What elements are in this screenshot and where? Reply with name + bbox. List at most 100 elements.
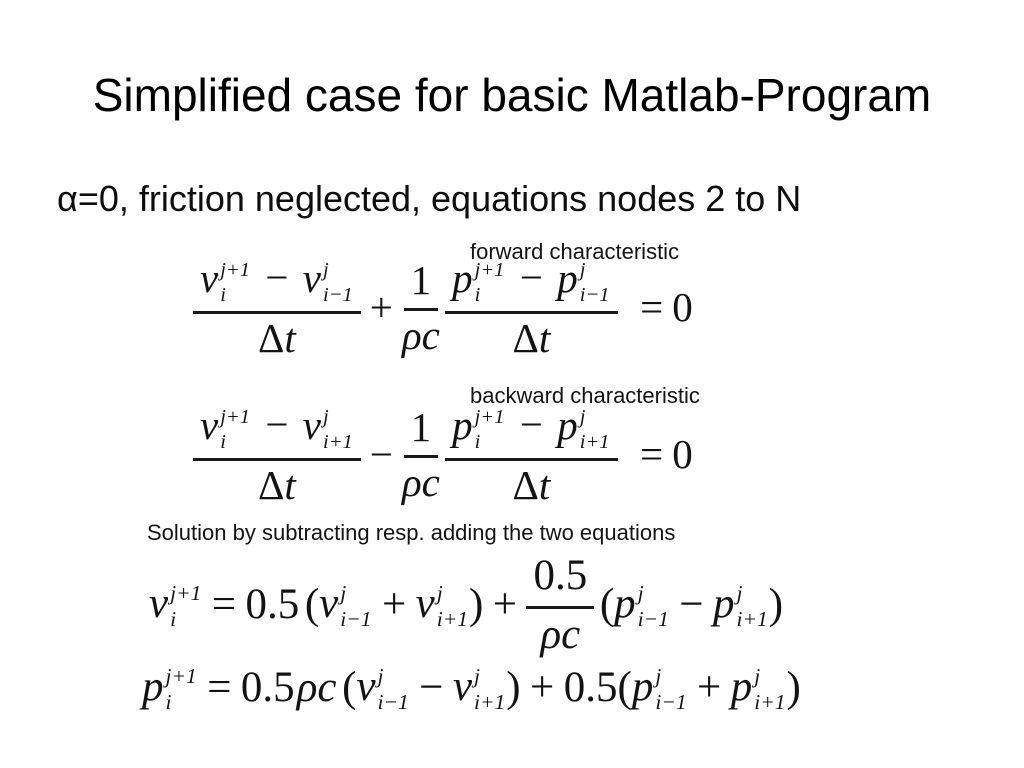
var-t: t — [284, 315, 296, 362]
subscript: i — [220, 430, 226, 453]
superscript: j — [736, 580, 743, 605]
fraction-denominator: Δt — [512, 461, 550, 506]
fraction: 1 ρc — [402, 257, 440, 357]
subscript: i+1 — [579, 430, 610, 453]
var-base: p — [452, 402, 473, 449]
delta-symbol: Δ — [512, 315, 539, 362]
superscript: j+1 — [220, 405, 250, 428]
scripts: j i−1 — [378, 663, 409, 715]
delta-symbol: Δ — [258, 462, 285, 509]
var-t: t — [538, 462, 551, 509]
var-base: v — [302, 255, 321, 302]
solution-note-label: Solution by subtracting resp. adding the… — [147, 520, 676, 545]
fraction-numerator: 0.5 — [526, 552, 595, 609]
close-paren: ) — [768, 580, 784, 628]
var-v-scripted: v j+1 i — [200, 402, 251, 455]
plus-operator: + — [530, 663, 555, 711]
subscript: i+1 — [436, 607, 468, 632]
subscript: i−1 — [377, 690, 409, 715]
var-p-scripted: p j i−1 — [557, 255, 610, 308]
subscript: i — [165, 690, 172, 715]
subscript: i — [220, 283, 226, 306]
close-paren: ) — [506, 663, 521, 711]
fraction-denominator: ρc — [540, 610, 581, 658]
scripts: j i+1 — [754, 663, 785, 715]
fraction: v j+1 i − v j i+1 Δt — [193, 400, 361, 509]
var-p-scripted: p j i+1 — [731, 662, 787, 715]
scripts: j+1 i — [220, 405, 250, 455]
open-paren: ( — [304, 580, 320, 628]
scripts: j i−1 — [655, 663, 686, 715]
forward-characteristic-equation: v j+1 i − v j i−1 Δt + 1 ρc p j+1 i − p j i−1 Δt… — [193, 254, 693, 359]
subscript: i — [170, 607, 177, 632]
var-base: p — [614, 580, 636, 628]
subscript: i — [474, 283, 481, 306]
subscript: i−1 — [340, 607, 372, 632]
superscript: j+1 — [474, 258, 505, 281]
var-v-scripted: v j i+1 — [453, 662, 506, 715]
subscript: i−1 — [579, 283, 610, 306]
close-paren: ) — [786, 663, 801, 711]
var-p-scripted: p j i+1 — [713, 579, 769, 632]
var-p-scripted: p j+1 i — [142, 662, 198, 715]
var-p-scripted: p j i−1 — [632, 662, 688, 715]
delta-symbol: Δ — [258, 315, 285, 362]
var-v-scripted: v j i−1 — [302, 255, 354, 308]
superscript: j — [579, 405, 586, 428]
var-v-scripted: v j+1 i — [200, 255, 251, 308]
superscript: j — [655, 663, 662, 688]
var-v-scripted: v j i−1 — [319, 579, 372, 632]
var-base: v — [415, 580, 435, 628]
minus-operator: − — [265, 400, 289, 447]
var-v-scripted: v j i+1 — [303, 402, 354, 455]
superscript: j+1 — [170, 580, 202, 605]
fraction-denominator: ρc — [401, 459, 440, 506]
equals-operator: = — [640, 431, 664, 477]
superscript: j — [754, 663, 761, 688]
scripts: j+1 i — [220, 258, 250, 308]
var-base: v — [319, 580, 339, 628]
scripts: j i+1 — [323, 405, 353, 455]
fraction: p j+1 i − p j i+1 Δt — [445, 400, 618, 507]
open-paren: ( — [342, 663, 357, 711]
plus-operator: + — [381, 580, 407, 628]
superscript: j — [340, 580, 347, 605]
number-half: 0.5 — [240, 663, 295, 711]
number-half: 0.5 — [245, 580, 300, 628]
forward-characteristic-label: forward characteristic — [470, 239, 680, 264]
minus-operator: − — [679, 580, 704, 628]
var-base: p — [557, 402, 578, 449]
fraction-denominator: Δt — [258, 314, 296, 359]
number-half: 0.5 — [563, 663, 618, 711]
number-zero: 0 — [672, 431, 693, 477]
minus-operator: − — [519, 253, 543, 300]
equals-operator: = — [211, 580, 237, 628]
fraction-numerator: 1 — [403, 404, 439, 459]
scripts: j i−1 — [580, 258, 610, 308]
var-v-scripted: v j+1 i — [149, 579, 202, 632]
minus-operator: − — [519, 400, 543, 447]
superscript: j+1 — [220, 258, 250, 281]
scripts: j+1 i — [166, 663, 197, 715]
plus-operator: + — [492, 580, 518, 628]
var-base: v — [356, 663, 376, 711]
superscript: j+1 — [165, 663, 197, 688]
subscript: i−1 — [637, 607, 669, 632]
fraction-denominator: Δt — [512, 314, 550, 359]
superscript: j — [323, 405, 329, 428]
subscript: i — [474, 430, 481, 453]
fraction: 0.5 ρc — [526, 552, 595, 658]
fraction: 1 ρc — [401, 404, 440, 506]
var-base: p — [557, 255, 578, 302]
var-t: t — [284, 462, 296, 509]
scripts: j i+1 — [474, 663, 505, 715]
var-base: p — [631, 663, 654, 711]
superscript: j — [579, 258, 586, 281]
var-p-scripted: p j i+1 — [557, 402, 610, 455]
var-rho-c: ρc — [296, 663, 337, 711]
scripts: j i−1 — [638, 580, 669, 632]
scripts: j i+1 — [580, 405, 610, 455]
superscript: j — [474, 663, 481, 688]
backward-characteristic-label: backward characteristic — [470, 383, 700, 408]
